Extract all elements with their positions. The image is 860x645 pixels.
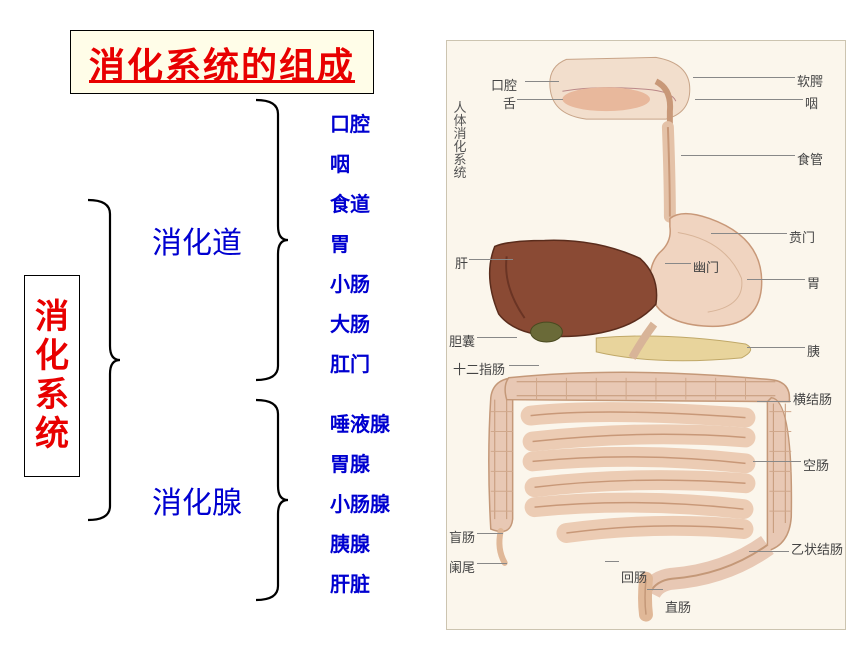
anatomy-label: 胆囊: [449, 331, 475, 350]
leader-line: [749, 551, 789, 552]
anatomy-label: 直肠: [665, 597, 691, 616]
liver: [490, 240, 657, 336]
leaf-item: 食道: [330, 188, 370, 217]
category-tract-label: 消化道: [152, 218, 242, 262]
leader-line: [477, 563, 507, 564]
leaf-item: 咽: [330, 148, 350, 177]
leaf-item: 口腔: [330, 108, 370, 137]
anatomy-panel: 人体消化系统: [446, 40, 846, 630]
leader-line: [477, 533, 503, 534]
leaf-item: 胃: [330, 228, 350, 257]
anatomy-label: 盲肠: [449, 527, 475, 546]
leader-line: [477, 337, 517, 338]
leaf-item: 小肠腺: [330, 488, 390, 517]
anatomy-label: 阑尾: [449, 557, 475, 576]
anatomy-label: 咽: [805, 93, 818, 112]
anatomy-label: 胰: [807, 341, 820, 360]
anatomy-label: 软腭: [797, 71, 823, 90]
anatomy-label: 幽门: [693, 257, 719, 276]
anatomy-label: 口腔: [491, 75, 517, 94]
anatomy-illustration: [447, 41, 845, 629]
leaf-item: 肝脏: [330, 568, 370, 597]
leader-line: [693, 77, 795, 78]
anatomy-label: 乙状结肠: [791, 539, 843, 558]
leader-line: [711, 233, 787, 234]
anatomy-label: 食管: [797, 149, 823, 168]
leader-line: [757, 401, 791, 402]
leaf-item: 大肠: [330, 308, 370, 337]
leader-line: [605, 561, 619, 562]
leader-line: [517, 99, 563, 100]
anatomy-label: 胃: [807, 273, 820, 292]
leader-line: [525, 81, 559, 82]
head-region: [550, 57, 690, 131]
leader-line: [681, 155, 795, 156]
anatomy-label: 舌: [503, 93, 516, 112]
leader-line: [665, 263, 691, 264]
leader-line: [695, 99, 803, 100]
leaf-item: 胰腺: [330, 528, 370, 557]
anatomy-label: 横结肠: [793, 389, 832, 408]
leaf-item: 唾液腺: [330, 408, 390, 437]
leader-line: [647, 589, 663, 590]
leader-line: [747, 279, 805, 280]
pancreas: [596, 336, 750, 361]
leader-line: [509, 365, 539, 366]
leaf-item: 肛门: [330, 348, 370, 377]
category-glands-label: 消化腺: [152, 478, 242, 522]
leaf-item: 胃腺: [330, 448, 370, 477]
leader-line: [753, 461, 801, 462]
anatomy-label: 回肠: [621, 567, 647, 586]
anatomy-label: 十二指肠: [453, 359, 505, 378]
anatomy-title: 人体消化系统: [453, 101, 467, 179]
anatomy-label: 肝: [455, 253, 468, 272]
leader-line: [747, 347, 805, 348]
anatomy-label: 空肠: [803, 455, 829, 474]
small-intestine: [531, 412, 746, 533]
root-brace: [0, 0, 440, 645]
leaf-item: 小肠: [330, 268, 370, 297]
anatomy-label: 贲门: [789, 227, 815, 246]
leader-line: [469, 259, 513, 260]
gallbladder: [531, 322, 563, 342]
appendix: [499, 531, 504, 563]
